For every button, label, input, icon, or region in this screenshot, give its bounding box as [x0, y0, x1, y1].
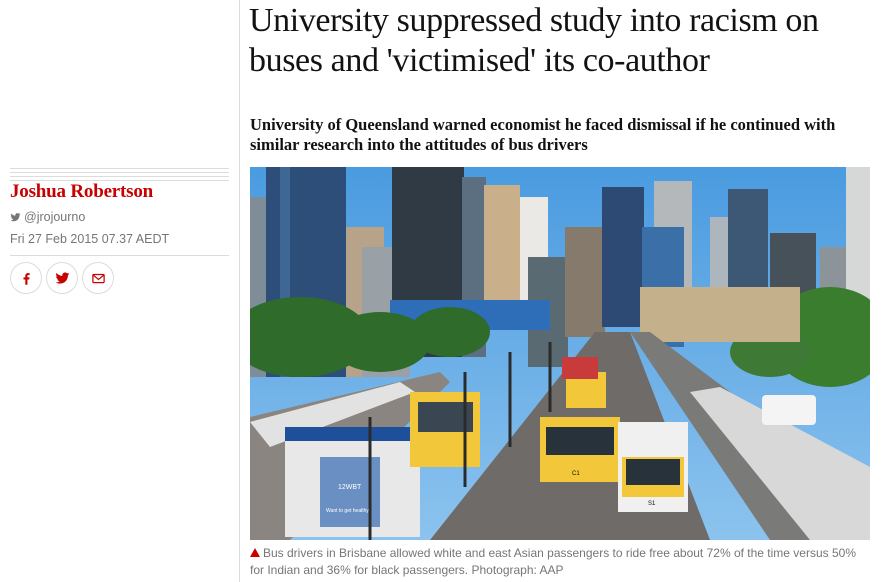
article-photo: 12WBT Want to get healthy? C1 S1 [250, 167, 870, 540]
share-buttons [10, 262, 114, 294]
share-email-button[interactable] [82, 262, 114, 294]
photo-van [762, 395, 816, 425]
photo-bus-yellow-left [410, 392, 480, 467]
facebook-icon [23, 272, 30, 285]
twitter-handle-link[interactable]: @jrojourno [10, 210, 85, 224]
photo-bus-right: S1 [618, 422, 688, 512]
photo-bus-distant [562, 357, 606, 408]
left-meta-column: Joshua Robertson @jrojourno Fri 27 Feb 2… [0, 0, 240, 582]
twitter-bird-icon [10, 212, 21, 221]
byline-rule [10, 168, 229, 184]
photo-heritage-building [640, 287, 800, 342]
share-facebook-button[interactable] [10, 262, 42, 294]
article-standfirst: University of Queensland warned economis… [250, 115, 836, 154]
photo-lamp-posts [368, 342, 552, 540]
photo-bus-route-c1: C1 [572, 471, 580, 477]
email-icon [91, 273, 105, 283]
camera-triangle-icon [250, 548, 260, 557]
photo-brisbane-busway: 12WBT Want to get healthy? C1 S1 [250, 167, 870, 540]
share-twitter-button[interactable] [46, 262, 78, 294]
photo-bus-route-s1: S1 [648, 501, 656, 507]
date-rule [10, 255, 229, 256]
caption-text: Bus drivers in Brisbane allowed white an… [250, 546, 856, 577]
photo-ad-tagline: Want to get healthy? [326, 508, 372, 514]
article-headline: University suppressed study into racism … [249, 2, 819, 79]
twitter-handle-text: @jrojourno [24, 210, 86, 224]
publish-date: Fri 27 Feb 2015 07.37 AEDT [10, 232, 170, 246]
photo-platform-roof [690, 387, 870, 540]
photo-ad-text: 12WBT [338, 484, 362, 491]
photo-caption: Bus drivers in Brisbane allowed white an… [250, 545, 870, 579]
twitter-icon [55, 272, 69, 284]
photo-bus-centre: C1 [540, 417, 620, 482]
photo-bus-left: 12WBT Want to get healthy? [285, 427, 420, 537]
author-link[interactable]: Joshua Robertson [10, 181, 154, 202]
